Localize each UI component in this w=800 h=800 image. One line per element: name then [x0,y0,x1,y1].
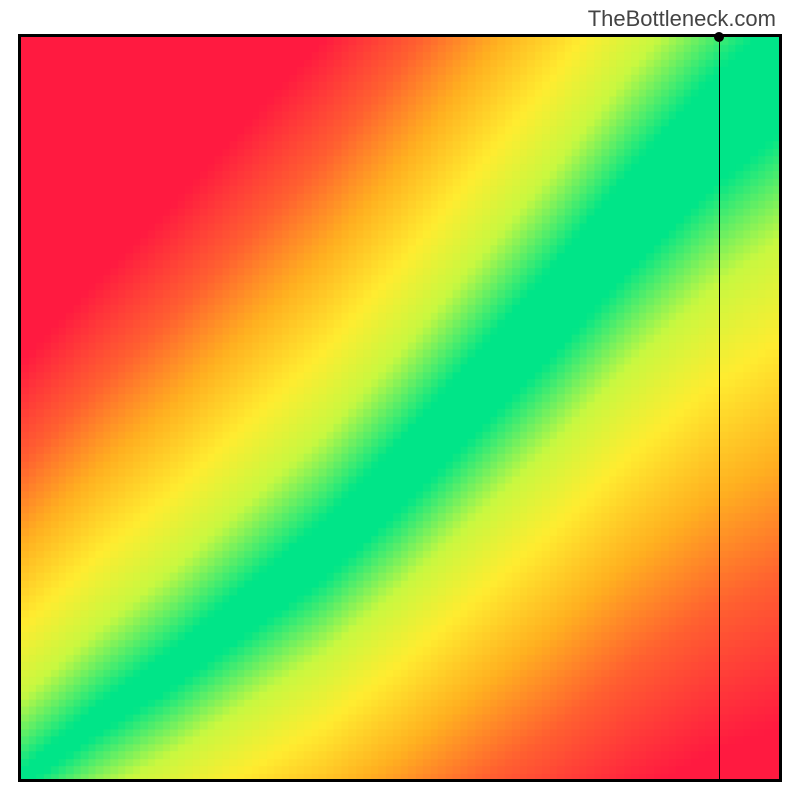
marker-dot-icon [714,32,724,42]
heatmap-canvas [21,37,779,779]
plot-frame [18,34,782,782]
marker-vertical-line [719,37,721,779]
attribution-text: TheBottleneck.com [588,6,776,32]
